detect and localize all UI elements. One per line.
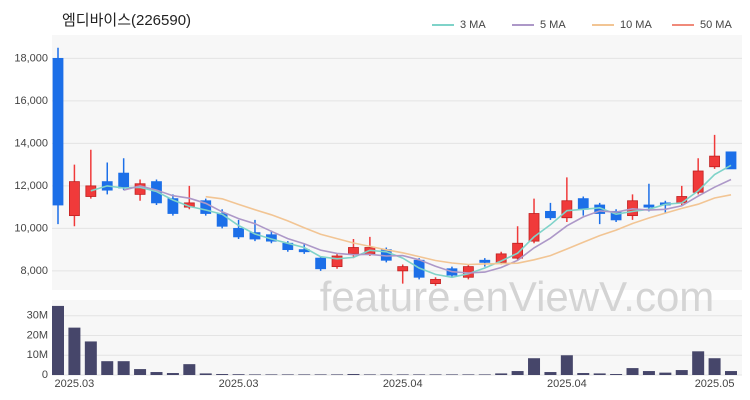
volume-bar xyxy=(626,368,639,375)
candle-body xyxy=(528,213,540,242)
candle-body xyxy=(643,204,655,208)
volume-bar xyxy=(528,358,541,375)
y-tick-label: 14,000 xyxy=(14,137,48,149)
volume-bar xyxy=(248,374,261,375)
candle-body xyxy=(397,266,409,272)
volume-bar xyxy=(117,361,130,375)
ma-line xyxy=(90,164,732,279)
price-panel xyxy=(52,35,742,290)
x-tick-label: 2025.05 xyxy=(695,378,735,390)
candle-body xyxy=(545,210,556,219)
volume-bar xyxy=(413,374,426,375)
volume-bar xyxy=(642,371,655,375)
volume-bar xyxy=(675,370,688,375)
legend-label: 5 MA xyxy=(540,19,566,31)
watermark: feature.enViewV.com xyxy=(320,273,715,320)
candle-body xyxy=(430,278,441,285)
candle-body xyxy=(52,57,64,206)
volume-bar xyxy=(478,374,491,375)
legend-label: 50 MA xyxy=(700,19,732,31)
y-tick-label: 18,000 xyxy=(14,52,48,64)
volume-bar xyxy=(380,374,393,375)
volume-bar xyxy=(511,371,524,375)
y-tick-label: 16,000 xyxy=(14,95,48,107)
candle-body xyxy=(167,198,179,214)
volume-bar xyxy=(314,374,327,375)
candle-body xyxy=(709,155,720,168)
chart-title: 엠디바이스(226590) xyxy=(62,12,191,29)
candle-body xyxy=(233,227,244,238)
candle-body xyxy=(331,255,343,268)
candle-body xyxy=(725,151,737,170)
volume-bar xyxy=(610,374,623,375)
volume-bar xyxy=(347,374,360,375)
legend-label: 10 MA xyxy=(620,19,652,31)
volume-bar xyxy=(445,374,458,375)
volume-bar xyxy=(216,374,229,375)
candle-body xyxy=(69,181,80,217)
candle-body xyxy=(200,200,212,214)
volume-bar xyxy=(396,374,409,375)
volume-bar xyxy=(199,373,212,375)
volume-bar xyxy=(265,374,278,375)
x-tick-label: 2025.03 xyxy=(55,378,95,390)
y-tick-label: 10M xyxy=(27,349,48,361)
volume-bar xyxy=(495,373,508,375)
volume-bar xyxy=(52,305,64,375)
volume-bar xyxy=(429,374,442,375)
candle-body xyxy=(561,200,573,219)
volume-bar xyxy=(708,358,721,375)
candle-body xyxy=(85,185,97,197)
ma-line xyxy=(123,178,732,274)
volume-bar xyxy=(544,372,557,375)
candle-body xyxy=(692,170,704,193)
volume-bar xyxy=(298,374,311,375)
volume-bar xyxy=(462,374,475,375)
volume-bar xyxy=(150,372,163,375)
volume-bar xyxy=(166,373,179,375)
y-tick-label: 20M xyxy=(27,329,48,341)
volume-bar xyxy=(725,371,737,375)
x-tick-label: 2025.03 xyxy=(219,378,259,390)
volume-panel xyxy=(52,300,742,375)
volume-bar xyxy=(281,374,294,375)
x-tick-label: 2025.04 xyxy=(547,378,587,390)
candle-body xyxy=(577,198,589,210)
y-tick-label: 0 xyxy=(42,369,48,381)
volume-bar xyxy=(692,351,705,375)
candle-body xyxy=(118,172,130,189)
volume-bar xyxy=(577,373,590,375)
y-tick-label: 8,000 xyxy=(20,265,48,277)
volume-bar xyxy=(84,341,97,375)
candle-body xyxy=(216,213,228,227)
y-tick-label: 10,000 xyxy=(14,222,48,234)
candle-body xyxy=(610,210,622,221)
volume-bar xyxy=(134,369,147,375)
y-tick-label: 30M xyxy=(27,310,48,322)
volume-bar xyxy=(68,327,81,375)
volume-bar xyxy=(659,372,672,375)
candle-body xyxy=(512,242,524,259)
candle-body xyxy=(315,257,327,270)
candle-body xyxy=(348,247,359,255)
x-tick-label: 2025.04 xyxy=(383,378,423,390)
volume-bar xyxy=(560,355,573,375)
volume-bar xyxy=(363,374,376,375)
volume-bar xyxy=(232,374,245,375)
volume-bar xyxy=(593,373,606,375)
volume-bar xyxy=(101,361,114,375)
ma-line xyxy=(205,194,732,266)
volume-bar xyxy=(331,374,344,375)
candle-body xyxy=(479,259,491,263)
y-tick-label: 12,000 xyxy=(14,180,48,192)
legend-label: 3 MA xyxy=(460,19,486,31)
volume-bar xyxy=(183,364,196,375)
